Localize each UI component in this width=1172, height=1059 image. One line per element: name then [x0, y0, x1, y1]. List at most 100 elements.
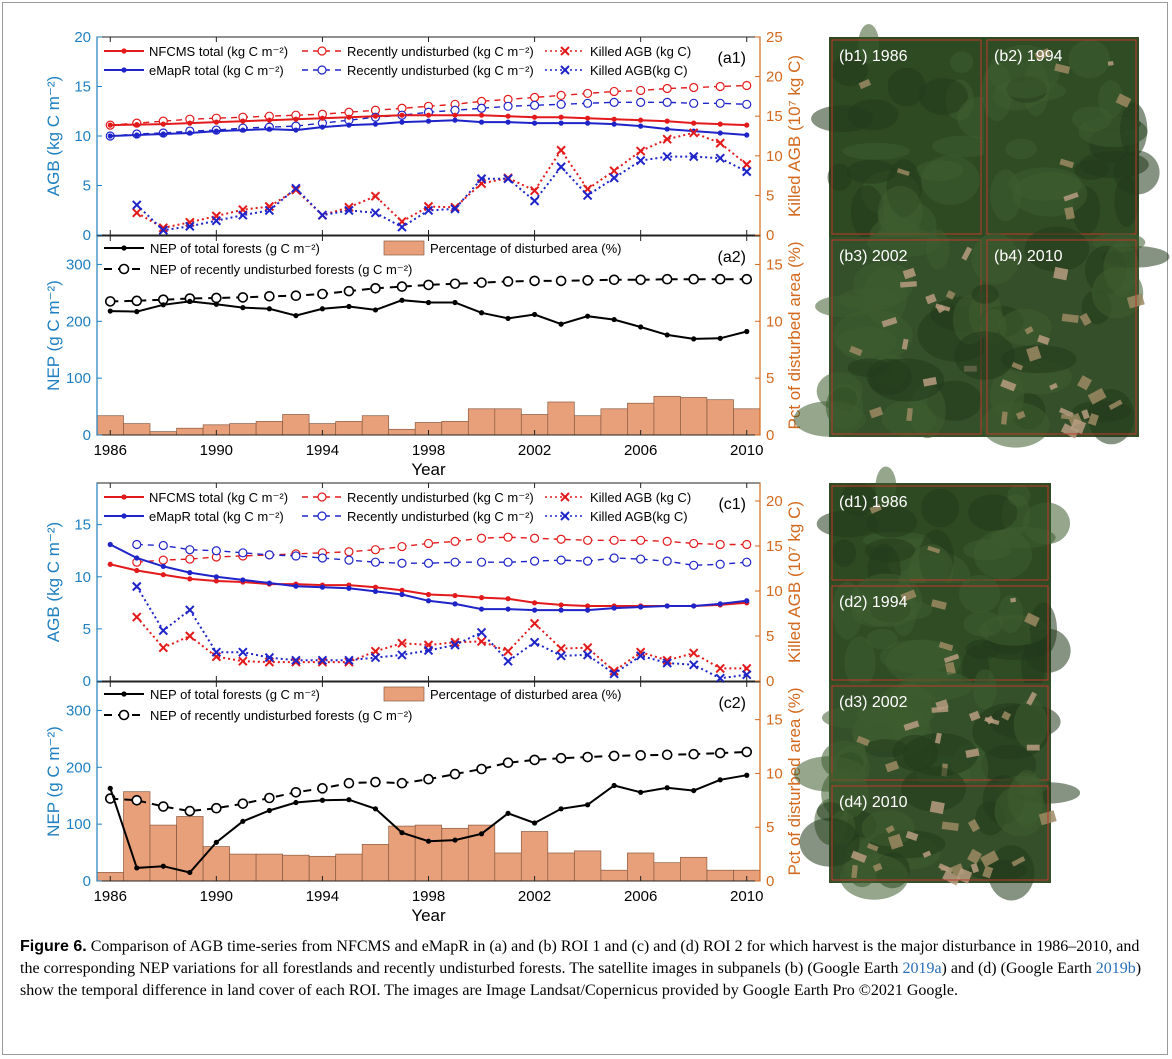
b3-clearcut-patch [945, 290, 956, 300]
a1-emapr-total-point-2005 [611, 121, 617, 127]
c1-emapr-undisturbed-point-2007 [662, 556, 672, 566]
c1-emapr-killed-point-2003 [556, 651, 566, 661]
a2-nep-undisturbed-point-1990 [211, 292, 222, 304]
d4-clearcut-patch [980, 850, 1000, 868]
a2-bar-1991 [229, 423, 257, 436]
a1-nfcms-killed-point-2005 [609, 166, 619, 176]
a1-emapr-killed-point-1987 [132, 200, 142, 210]
a1-emapr-undisturbed-point-2008 [689, 98, 699, 108]
a1-panel: 0 5 10 15 20 0 5 10 15 20 25 AGB (kg C m⁻²) Killed A… [44, 29, 804, 244]
d1-terrain-shade [968, 494, 1018, 531]
a2-legend-total-text: NEP of total forests (g C m⁻²) [150, 241, 320, 256]
a1-legend-nfcms-undisturbed-marker [317, 46, 327, 56]
c2-nep-total-point-2009 [717, 777, 723, 783]
c2-legend-undisturbed-text: NEP of recently undisturbed forests (g C… [150, 708, 412, 723]
a1-y2tick-label-15: 15 [766, 108, 783, 125]
c2-bar-1998 [414, 824, 443, 882]
a2-nep-undisturbed-point-1987 [131, 295, 143, 307]
a1-nfcms-total-point-2008 [691, 120, 697, 126]
c1-nfcms-undisturbed-point-1996 [370, 545, 381, 555]
c2-bar-2009 [706, 869, 734, 882]
b4-image-label: (b4) 2010 [994, 248, 1063, 265]
b4-clearcut-patch [1087, 413, 1099, 426]
c1-emapr-total-point-2002 [531, 607, 538, 613]
a2-nep-total-point-2001 [505, 315, 511, 322]
c2-ytick-label-100: 100 [66, 816, 91, 833]
a1-emapr-undisturbed-point-2010 [742, 99, 752, 109]
b4-clearcut-patch [1108, 399, 1123, 410]
a1-emapr-undisturbed-point-2006 [636, 97, 646, 107]
c1-nfcms-killed-point-1997 [397, 638, 407, 648]
a1-emapr-killed-point-1998 [423, 205, 434, 216]
c1-emapr-undisturbed-point-1995 [344, 555, 354, 565]
d2-terrain-shade [997, 595, 1024, 634]
b4-clearcut-patch [1059, 407, 1074, 418]
c2-y2tick-label-15: 15 [766, 712, 783, 729]
c2-xtick-label-1994: 1994 [306, 888, 339, 905]
a2-panel-label: (a2) [718, 249, 746, 266]
b2-satellite-image: (b2) 1994 [981, 37, 1160, 237]
a2-nep-undisturbed-point-1999 [449, 278, 461, 290]
c2-nep-undisturbed-point-2001 [502, 757, 514, 769]
c1-emapr-undisturbed-point-1998 [423, 558, 434, 568]
a1-emapr-killed-point-2001 [503, 174, 513, 184]
caption-ref-2019a[interactable]: 2019a [902, 960, 942, 977]
c1-emapr-undisturbed-point-2003 [556, 555, 566, 565]
c2-nep-undisturbed-point-1987 [131, 794, 143, 806]
d2-terrain-shade [958, 574, 1001, 614]
a1-emapr-total-point-2004 [585, 120, 591, 126]
b2-terrain-shade [1005, 138, 1037, 160]
c1-emapr-killed-point-2004 [582, 650, 593, 660]
c2-nep-total-point-2008 [691, 787, 697, 794]
a1-y2tick-label-5: 5 [766, 187, 774, 204]
a2-bar-1989 [176, 427, 204, 436]
b3-clearcut-patch [936, 304, 946, 314]
d2-satellite-image: (d2) 1994 [829, 573, 1071, 694]
a2-legend-undisturbed-marker [118, 263, 130, 275]
a2-nep-undisturbed-point-2010 [741, 273, 753, 285]
a1-nfcms-total-point-2003 [558, 114, 564, 120]
b1-terrain-shade [847, 99, 899, 131]
c2-nep-total-point-2010 [744, 772, 750, 778]
a2-ylabel: NEP (g C m⁻²) [44, 280, 63, 391]
c1-nfcms-undisturbed-point-1997 [397, 541, 407, 552]
d3-clearcut-patch [985, 715, 995, 725]
b4-clearcut-patch [1015, 410, 1026, 420]
c1-nfcms-undisturbed-point-2000 [476, 533, 487, 543]
a1-nfcms-killed-point-1987 [132, 208, 142, 218]
a1-nfcms-total-point-1994 [319, 115, 326, 121]
caption-ref-2019b[interactable]: 2019b [1095, 960, 1136, 977]
c2-nep-total-point-2003 [558, 806, 564, 812]
c1-emapr-killed-point-1987 [132, 581, 142, 592]
c1-emapr-total-point-1998 [425, 598, 432, 604]
c2-nep-total-point-1986 [107, 785, 113, 791]
b2-terrain-shade [1068, 39, 1110, 79]
b1-terrain-shade [858, 24, 880, 64]
a2-nep-undisturbed-point-2007 [661, 273, 673, 285]
c2-bar-2001 [494, 852, 522, 882]
a1-emapr-killed-point-1988 [158, 225, 169, 235]
c1-nfcms-killed-point-1987 [132, 612, 142, 622]
c2-panel: 0 100 200 300 0 5 10 15 1986 1990 1994 1998 2002 2006… [44, 681, 804, 925]
a1-nfcms-total-point-2010 [744, 122, 750, 128]
c1-legend-emapr-total-text: eMapR total (kg C m⁻²) [149, 509, 284, 524]
c1-emapr-total-point-1987 [134, 555, 140, 561]
a2-xtick-label-2006: 2006 [624, 442, 657, 459]
c1-y2tick-label-15: 15 [766, 538, 783, 555]
a1-nfcms-total-point-1997 [399, 112, 405, 118]
c2-xtick-label-1990: 1990 [200, 888, 233, 905]
d2-clearcut-patch [930, 599, 947, 610]
c1-nfcms-undisturbed-point-2002 [529, 533, 540, 543]
c1-nfcms-total-point-2000 [478, 595, 485, 601]
d1-terrain-shade [1007, 484, 1031, 507]
d4-clearcut-patch [929, 800, 945, 815]
c2-nep-undisturbed-point-2004 [582, 751, 593, 763]
a1-emapr-killed-point-1994 [317, 210, 328, 220]
d1-terrain-shade [840, 483, 877, 516]
b4-clearcut-patch [1061, 313, 1079, 324]
c1-emapr-undisturbed-point-1987 [132, 539, 142, 550]
b4-clearcut-patch [1060, 423, 1080, 439]
a1-nfcms-killed-point-1996 [370, 191, 381, 201]
d3-clearcut-patch [856, 735, 870, 747]
a2-xtick-label-2010: 2010 [730, 442, 763, 459]
